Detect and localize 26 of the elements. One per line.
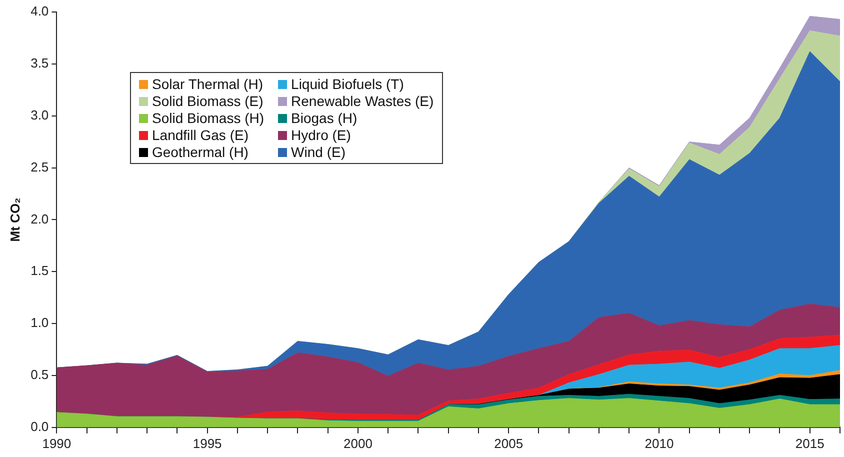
y-tick-label: 3.5 (30, 56, 49, 71)
y-tick-label: 0.5 (30, 367, 49, 382)
legend-label: Solid Biomass (E) (152, 93, 264, 109)
legend-label: Solar Thermal (H) (152, 76, 263, 92)
y-tick-label: 1.0 (30, 315, 49, 330)
legend-label: Wind (E) (291, 144, 346, 160)
legend-label: Renewable Wastes (E) (291, 93, 434, 109)
legend-label: Landfill Gas (E) (152, 127, 248, 143)
y-tick-label: 2.0 (30, 211, 49, 226)
y-tick-label: 4.0 (30, 4, 49, 19)
y-tick-label: 0.0 (30, 418, 49, 434)
legend-label: Solid Biomass (H) (152, 110, 264, 126)
legend-label: Hydro (E) (291, 127, 351, 143)
x-tick-label: 2015 (795, 436, 824, 451)
x-tick-label: 1990 (42, 436, 72, 451)
legend-label: Liquid Biofuels (T) (291, 76, 404, 92)
x-tick-label: 2000 (343, 436, 372, 451)
x-tick-label: 2010 (644, 436, 674, 451)
legend-label: Geothermal (H) (152, 144, 248, 160)
x-tick-label: 2005 (494, 436, 524, 451)
y-tick-label: 1.5 (30, 263, 49, 278)
legend-label: Biogas (H) (291, 110, 358, 126)
x-tick-label: 1995 (192, 436, 222, 451)
y-tick-label: 3.0 (30, 107, 49, 122)
y-axis-title: Mt CO₂ (7, 197, 22, 242)
y-tick-label: 2.5 (30, 159, 49, 174)
